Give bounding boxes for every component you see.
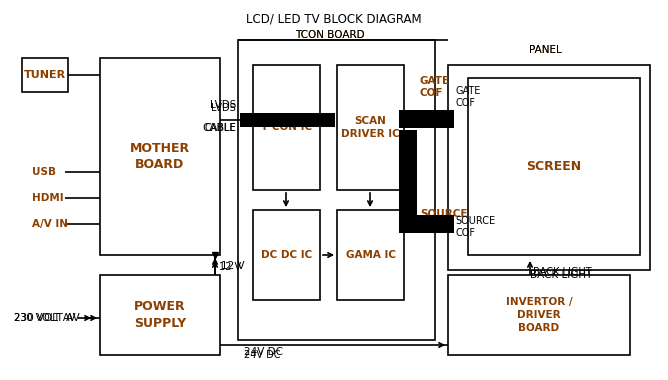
Bar	[399, 110, 454, 128]
Text: SOURCE
COF: SOURCE COF	[420, 209, 468, 231]
Text: SOURCE
COF: SOURCE COF	[455, 216, 495, 238]
Text: LVDS: LVDS	[211, 103, 236, 113]
Text: 12 V: 12 V	[219, 262, 241, 272]
Text: GAMA IC: GAMA IC	[345, 250, 395, 260]
Text: POWER
SUPPLY: POWER SUPPLY	[134, 300, 186, 330]
Text: SCAN
DRIVER IC: SCAN DRIVER IC	[341, 116, 400, 139]
Text: A/V IN: A/V IN	[32, 219, 68, 229]
Text: 230 VOLT AV: 230 VOLT AV	[14, 313, 75, 323]
Text: BACK LIGHT: BACK LIGHT	[530, 270, 593, 280]
Text: HDMI: HDMI	[32, 193, 63, 203]
Bar	[238, 40, 435, 340]
Text: CABLE: CABLE	[204, 123, 236, 133]
Text: SCREEN: SCREEN	[526, 160, 582, 173]
Text: MOTHER
BOARD: MOTHER BOARD	[130, 141, 190, 171]
Bar	[448, 65, 650, 270]
Text: GATE
COF: GATE COF	[455, 86, 480, 108]
Bar	[253, 65, 320, 190]
Bar	[100, 58, 220, 255]
Text: TUNER: TUNER	[24, 70, 66, 80]
Text: 24V DC: 24V DC	[244, 350, 281, 360]
Text: TCON BOARD: TCON BOARD	[295, 30, 365, 40]
Text: CABLE: CABLE	[202, 123, 236, 133]
Text: PANEL: PANEL	[528, 45, 561, 55]
Text: LVDS: LVDS	[210, 100, 236, 110]
Text: T CON IC: T CON IC	[261, 122, 312, 133]
Bar	[448, 275, 630, 355]
Text: INVERTOR /
DRIVER
BOARD: INVERTOR / DRIVER BOARD	[506, 297, 572, 333]
Text: DC DC IC: DC DC IC	[261, 250, 312, 260]
Bar	[399, 130, 417, 215]
Bar	[253, 210, 320, 300]
Bar	[240, 113, 335, 127]
Bar	[22, 58, 68, 92]
Text: 12 V: 12 V	[221, 261, 244, 271]
Text: USB: USB	[32, 167, 56, 177]
Bar	[100, 275, 220, 355]
Bar	[337, 65, 404, 190]
Text: TCON BOARD: TCON BOARD	[295, 30, 365, 40]
Text: GATE
COF: GATE COF	[420, 76, 450, 98]
Bar	[399, 215, 454, 233]
Text: BACK LIGHT: BACK LIGHT	[533, 267, 592, 277]
Text: LCD/ LED TV BLOCK DIAGRAM: LCD/ LED TV BLOCK DIAGRAM	[246, 12, 422, 25]
Text: 24V DC: 24V DC	[244, 347, 283, 357]
Text: 230 VOLT AV: 230 VOLT AV	[14, 313, 79, 323]
Bar	[337, 210, 404, 300]
Bar	[468, 78, 640, 255]
Text: PANEL: PANEL	[528, 45, 561, 55]
